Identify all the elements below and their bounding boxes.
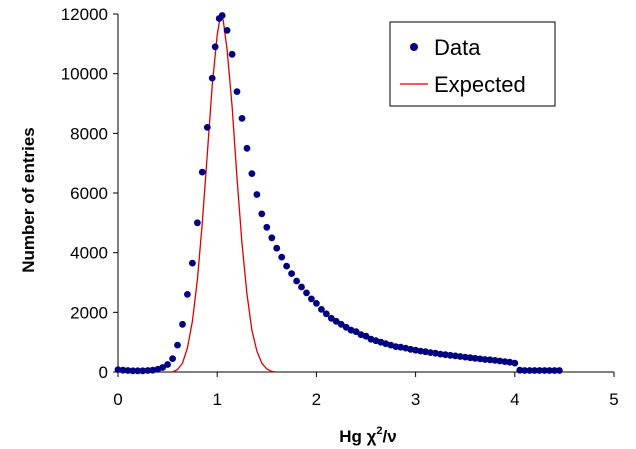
data-point [551, 367, 558, 374]
data-point [486, 356, 494, 364]
data-point [327, 314, 335, 322]
legend-marker-data [410, 43, 418, 51]
data-point [511, 359, 519, 367]
data-point [203, 124, 211, 131]
data-point [337, 320, 345, 328]
tick-labels: 0 1 2 3 4 5 0 2000 4000 6000 8000 10000 12000 [61, 5, 619, 409]
y-tick-label: 8000 [70, 124, 108, 143]
data-point [268, 234, 276, 242]
data-point [228, 50, 236, 58]
data-point [248, 170, 256, 178]
y-axis-title: Number of entries [19, 127, 38, 272]
y-tick-label: 6000 [70, 184, 108, 203]
data-series [114, 12, 563, 375]
data-point [119, 366, 127, 374]
x-tick-label: 3 [411, 390, 420, 409]
x-axis-title-tail: /ν [383, 427, 397, 446]
data-point [521, 367, 529, 374]
data-point [322, 310, 330, 318]
data-point [189, 259, 196, 267]
data-point [526, 367, 534, 374]
expected-line [172, 15, 277, 373]
data-point [352, 328, 360, 336]
data-point [283, 262, 290, 270]
data-point [211, 43, 219, 51]
data-point [278, 253, 286, 261]
data-point [531, 367, 538, 374]
data-point [243, 144, 251, 152]
legend-label-data: Data [434, 35, 481, 60]
y-tick-label: 0 [99, 363, 108, 382]
data-point [238, 115, 246, 122]
data-point [362, 332, 370, 340]
data-point [223, 27, 231, 34]
data-point [293, 277, 300, 285]
data-point [342, 323, 350, 331]
data-point [332, 317, 340, 325]
data-point [164, 361, 172, 368]
data-point [303, 289, 310, 297]
data-point [263, 223, 271, 231]
data-point [144, 367, 152, 374]
legend-box [389, 21, 556, 107]
data-point [541, 367, 548, 374]
data-point [298, 283, 305, 291]
x-tick-label: 1 [212, 390, 221, 409]
data-point [208, 74, 216, 82]
data-point [124, 367, 132, 374]
expected-series [172, 15, 277, 373]
data-point [258, 210, 266, 218]
data-point [273, 244, 281, 252]
data-point [556, 367, 563, 374]
data-point [546, 367, 553, 374]
x-tick-label: 4 [510, 390, 519, 409]
data-point [288, 270, 295, 277]
y-tick-label: 4000 [70, 244, 108, 263]
data-point [536, 367, 543, 374]
data-point [318, 306, 325, 313]
data-point [198, 168, 206, 176]
y-tick-label: 12000 [61, 5, 108, 24]
data-point [253, 191, 261, 198]
x-axis-title: Hg χ2/ν [339, 425, 396, 446]
data-point [516, 366, 524, 374]
data-point [139, 367, 147, 375]
data-point [233, 88, 241, 95]
data-point [114, 366, 122, 373]
x-tick-label: 0 [113, 390, 122, 409]
y-tick-label: 2000 [70, 303, 108, 322]
data-point [461, 353, 469, 361]
x-tick-label: 2 [312, 390, 321, 409]
x-tick-label: 5 [609, 390, 618, 409]
data-point [471, 354, 479, 362]
data-point [496, 357, 504, 365]
data-point [456, 353, 464, 360]
data-point [169, 355, 177, 362]
data-point [179, 320, 186, 328]
data-point [313, 300, 320, 307]
x-axis-title-main: Hg χ [339, 427, 376, 446]
data-point [184, 291, 191, 298]
legend-label-expected: Expected [434, 72, 526, 97]
data-point [308, 295, 315, 303]
data-point [218, 12, 226, 19]
data-point [194, 219, 201, 227]
data-point [129, 367, 137, 375]
y-tick-label: 10000 [61, 65, 108, 84]
x-axis-title-sup: 2 [376, 425, 382, 437]
data-point [174, 341, 181, 349]
data-point [134, 367, 142, 375]
data-point [481, 356, 489, 363]
data-point [159, 364, 167, 371]
legend: Data Expected [389, 21, 556, 107]
data-point [446, 351, 454, 359]
data-point [437, 350, 444, 358]
